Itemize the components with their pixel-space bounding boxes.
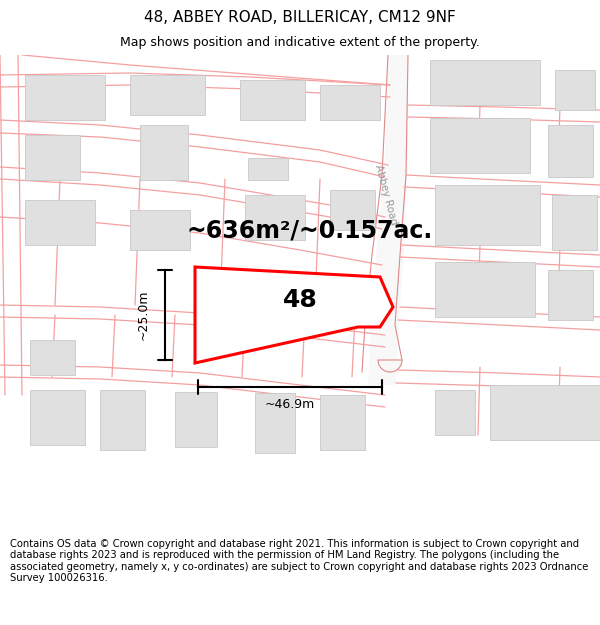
Polygon shape xyxy=(435,262,535,317)
Text: 48: 48 xyxy=(283,288,317,312)
Text: Map shows position and indicative extent of the property.: Map shows position and indicative extent… xyxy=(120,36,480,49)
Polygon shape xyxy=(140,125,188,180)
Polygon shape xyxy=(25,75,105,120)
Polygon shape xyxy=(248,158,288,180)
Polygon shape xyxy=(548,270,593,320)
Text: Contains OS data © Crown copyright and database right 2021. This information is : Contains OS data © Crown copyright and d… xyxy=(10,539,588,583)
Polygon shape xyxy=(130,75,205,115)
Polygon shape xyxy=(100,390,145,450)
Polygon shape xyxy=(490,385,600,440)
Polygon shape xyxy=(30,340,75,375)
Polygon shape xyxy=(130,210,190,250)
Text: ~25.0m: ~25.0m xyxy=(137,290,149,340)
Polygon shape xyxy=(175,392,217,447)
Polygon shape xyxy=(195,267,393,363)
Polygon shape xyxy=(430,60,540,105)
Polygon shape xyxy=(240,80,305,120)
Wedge shape xyxy=(378,360,402,372)
Polygon shape xyxy=(548,125,593,177)
Polygon shape xyxy=(255,393,295,453)
Polygon shape xyxy=(368,55,408,385)
Polygon shape xyxy=(25,200,95,245)
Polygon shape xyxy=(430,118,530,173)
Text: Abbey Road: Abbey Road xyxy=(373,164,399,226)
Text: 48, ABBEY ROAD, BILLERICAY, CM12 9NF: 48, ABBEY ROAD, BILLERICAY, CM12 9NF xyxy=(144,10,456,25)
Text: ~46.9m: ~46.9m xyxy=(265,399,315,411)
Polygon shape xyxy=(30,390,85,445)
Polygon shape xyxy=(552,195,597,250)
Polygon shape xyxy=(555,70,595,110)
Polygon shape xyxy=(25,135,80,180)
Polygon shape xyxy=(435,390,475,435)
Polygon shape xyxy=(330,190,375,230)
Polygon shape xyxy=(435,185,540,245)
Polygon shape xyxy=(245,195,305,240)
Text: ~636m²/~0.157ac.: ~636m²/~0.157ac. xyxy=(187,218,433,242)
Polygon shape xyxy=(320,395,365,450)
Polygon shape xyxy=(320,85,380,120)
